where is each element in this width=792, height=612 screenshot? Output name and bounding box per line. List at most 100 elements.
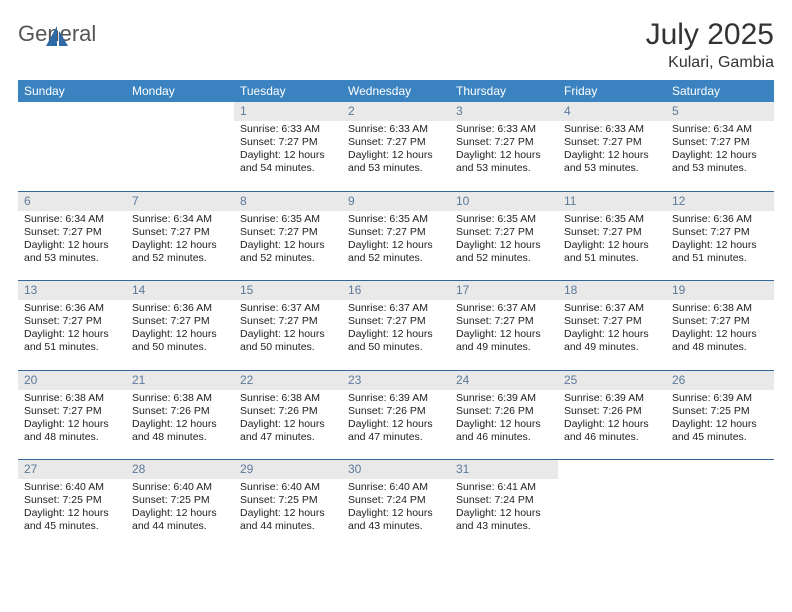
day-cell: Sunrise: 6:38 AMSunset: 7:27 PMDaylight:… bbox=[18, 390, 126, 460]
day-number: 13 bbox=[18, 281, 126, 301]
day-number-row: 20212223242526 bbox=[18, 370, 774, 390]
day-number: 17 bbox=[450, 281, 558, 301]
day-number: 8 bbox=[234, 191, 342, 211]
day-cell: Sunrise: 6:34 AMSunset: 7:27 PMDaylight:… bbox=[18, 211, 126, 281]
day-cell-line: Sunrise: 6:35 AM bbox=[240, 213, 336, 226]
day-cell-line: and 50 minutes. bbox=[240, 341, 336, 354]
day-number: 14 bbox=[126, 281, 234, 301]
day-cell-line: Daylight: 12 hours bbox=[132, 328, 228, 341]
day-cell-line: and 51 minutes. bbox=[672, 252, 768, 265]
day-cell: Sunrise: 6:40 AMSunset: 7:25 PMDaylight:… bbox=[18, 479, 126, 549]
day-cell-line: and 47 minutes. bbox=[348, 431, 444, 444]
day-cell-line: Daylight: 12 hours bbox=[672, 239, 768, 252]
month-title: July 2025 bbox=[646, 18, 774, 52]
day-cell-line: Sunrise: 6:40 AM bbox=[132, 481, 228, 494]
day-content-row: Sunrise: 6:40 AMSunset: 7:25 PMDaylight:… bbox=[18, 479, 774, 549]
day-cell-line: and 46 minutes. bbox=[564, 431, 660, 444]
day-content-row: Sunrise: 6:38 AMSunset: 7:27 PMDaylight:… bbox=[18, 390, 774, 460]
day-cell-line: and 48 minutes. bbox=[672, 341, 768, 354]
day-cell-line: Sunrise: 6:33 AM bbox=[564, 123, 660, 136]
day-cell-line: Sunrise: 6:38 AM bbox=[24, 392, 120, 405]
day-cell-line: Daylight: 12 hours bbox=[564, 328, 660, 341]
day-cell: Sunrise: 6:35 AMSunset: 7:27 PMDaylight:… bbox=[342, 211, 450, 281]
day-cell: Sunrise: 6:34 AMSunset: 7:27 PMDaylight:… bbox=[666, 121, 774, 191]
day-cell: Sunrise: 6:35 AMSunset: 7:27 PMDaylight:… bbox=[450, 211, 558, 281]
day-cell-line: and 44 minutes. bbox=[240, 520, 336, 533]
day-cell-line: Daylight: 12 hours bbox=[24, 328, 120, 341]
title-block: July 2025 Kulari, Gambia bbox=[646, 18, 774, 72]
day-cell-line: Sunset: 7:25 PM bbox=[240, 494, 336, 507]
day-cell: Sunrise: 6:37 AMSunset: 7:27 PMDaylight:… bbox=[342, 300, 450, 370]
sail-icon bbox=[46, 26, 68, 51]
day-cell: Sunrise: 6:35 AMSunset: 7:27 PMDaylight:… bbox=[558, 211, 666, 281]
day-cell-line: Sunset: 7:27 PM bbox=[24, 405, 120, 418]
day-cell-line: Daylight: 12 hours bbox=[348, 149, 444, 162]
day-cell-line: Sunrise: 6:37 AM bbox=[564, 302, 660, 315]
day-cell-line: Sunset: 7:26 PM bbox=[456, 405, 552, 418]
day-header: Wednesday bbox=[342, 80, 450, 102]
day-number bbox=[18, 102, 126, 121]
day-cell-line: Daylight: 12 hours bbox=[132, 507, 228, 520]
day-number: 23 bbox=[342, 370, 450, 390]
day-cell-line: and 54 minutes. bbox=[240, 162, 336, 175]
day-cell-line: Sunset: 7:26 PM bbox=[348, 405, 444, 418]
day-number-row: 2728293031 bbox=[18, 460, 774, 480]
day-number: 6 bbox=[18, 191, 126, 211]
day-content-row: Sunrise: 6:33 AMSunset: 7:27 PMDaylight:… bbox=[18, 121, 774, 191]
day-cell-line: Sunset: 7:27 PM bbox=[456, 315, 552, 328]
day-number: 11 bbox=[558, 191, 666, 211]
day-cell-line: Sunrise: 6:40 AM bbox=[240, 481, 336, 494]
day-cell-line: Sunset: 7:27 PM bbox=[348, 315, 444, 328]
day-cell-line: and 48 minutes. bbox=[132, 431, 228, 444]
day-cell-line: Sunrise: 6:36 AM bbox=[672, 213, 768, 226]
calendar-table: Sunday Monday Tuesday Wednesday Thursday… bbox=[18, 80, 774, 549]
day-cell-line: and 52 minutes. bbox=[132, 252, 228, 265]
day-cell-line: and 45 minutes. bbox=[24, 520, 120, 533]
day-cell: Sunrise: 6:33 AMSunset: 7:27 PMDaylight:… bbox=[558, 121, 666, 191]
day-cell-line: Sunrise: 6:41 AM bbox=[456, 481, 552, 494]
day-cell-line: Daylight: 12 hours bbox=[240, 149, 336, 162]
day-cell: Sunrise: 6:33 AMSunset: 7:27 PMDaylight:… bbox=[234, 121, 342, 191]
day-number: 28 bbox=[126, 460, 234, 480]
day-cell: Sunrise: 6:41 AMSunset: 7:24 PMDaylight:… bbox=[450, 479, 558, 549]
day-cell-line: Sunset: 7:26 PM bbox=[564, 405, 660, 418]
day-cell-line: Sunrise: 6:39 AM bbox=[348, 392, 444, 405]
day-number bbox=[558, 460, 666, 480]
day-cell: Sunrise: 6:40 AMSunset: 7:25 PMDaylight:… bbox=[126, 479, 234, 549]
day-number: 9 bbox=[342, 191, 450, 211]
day-cell-line: Sunset: 7:27 PM bbox=[672, 315, 768, 328]
day-cell-line: Sunrise: 6:38 AM bbox=[132, 392, 228, 405]
day-cell: Sunrise: 6:39 AMSunset: 7:26 PMDaylight:… bbox=[558, 390, 666, 460]
day-cell-line: and 52 minutes. bbox=[348, 252, 444, 265]
day-cell-line: and 53 minutes. bbox=[24, 252, 120, 265]
day-cell: Sunrise: 6:36 AMSunset: 7:27 PMDaylight:… bbox=[666, 211, 774, 281]
day-number: 25 bbox=[558, 370, 666, 390]
day-content-row: Sunrise: 6:36 AMSunset: 7:27 PMDaylight:… bbox=[18, 300, 774, 370]
day-cell-line: Daylight: 12 hours bbox=[348, 239, 444, 252]
day-cell-line: and 43 minutes. bbox=[456, 520, 552, 533]
day-cell-line: and 44 minutes. bbox=[132, 520, 228, 533]
day-cell bbox=[126, 121, 234, 191]
day-number: 29 bbox=[234, 460, 342, 480]
day-number: 5 bbox=[666, 102, 774, 121]
day-cell-line: and 46 minutes. bbox=[456, 431, 552, 444]
day-cell-line: and 51 minutes. bbox=[564, 252, 660, 265]
day-number: 4 bbox=[558, 102, 666, 121]
day-cell-line: Sunset: 7:27 PM bbox=[672, 226, 768, 239]
day-cell-line: Sunrise: 6:37 AM bbox=[348, 302, 444, 315]
day-cell-line: Sunset: 7:24 PM bbox=[348, 494, 444, 507]
day-cell: Sunrise: 6:34 AMSunset: 7:27 PMDaylight:… bbox=[126, 211, 234, 281]
day-cell: Sunrise: 6:37 AMSunset: 7:27 PMDaylight:… bbox=[450, 300, 558, 370]
day-number: 16 bbox=[342, 281, 450, 301]
day-cell-line: Sunrise: 6:35 AM bbox=[456, 213, 552, 226]
day-cell-line: Daylight: 12 hours bbox=[240, 418, 336, 431]
day-number: 2 bbox=[342, 102, 450, 121]
day-cell-line: Daylight: 12 hours bbox=[348, 418, 444, 431]
day-cell-line: Daylight: 12 hours bbox=[456, 328, 552, 341]
day-cell-line: and 43 minutes. bbox=[348, 520, 444, 533]
day-cell-line: Sunset: 7:27 PM bbox=[240, 136, 336, 149]
day-cell-line: Sunrise: 6:38 AM bbox=[672, 302, 768, 315]
day-cell: Sunrise: 6:38 AMSunset: 7:26 PMDaylight:… bbox=[126, 390, 234, 460]
day-cell-line: Sunset: 7:27 PM bbox=[348, 136, 444, 149]
day-number bbox=[666, 460, 774, 480]
